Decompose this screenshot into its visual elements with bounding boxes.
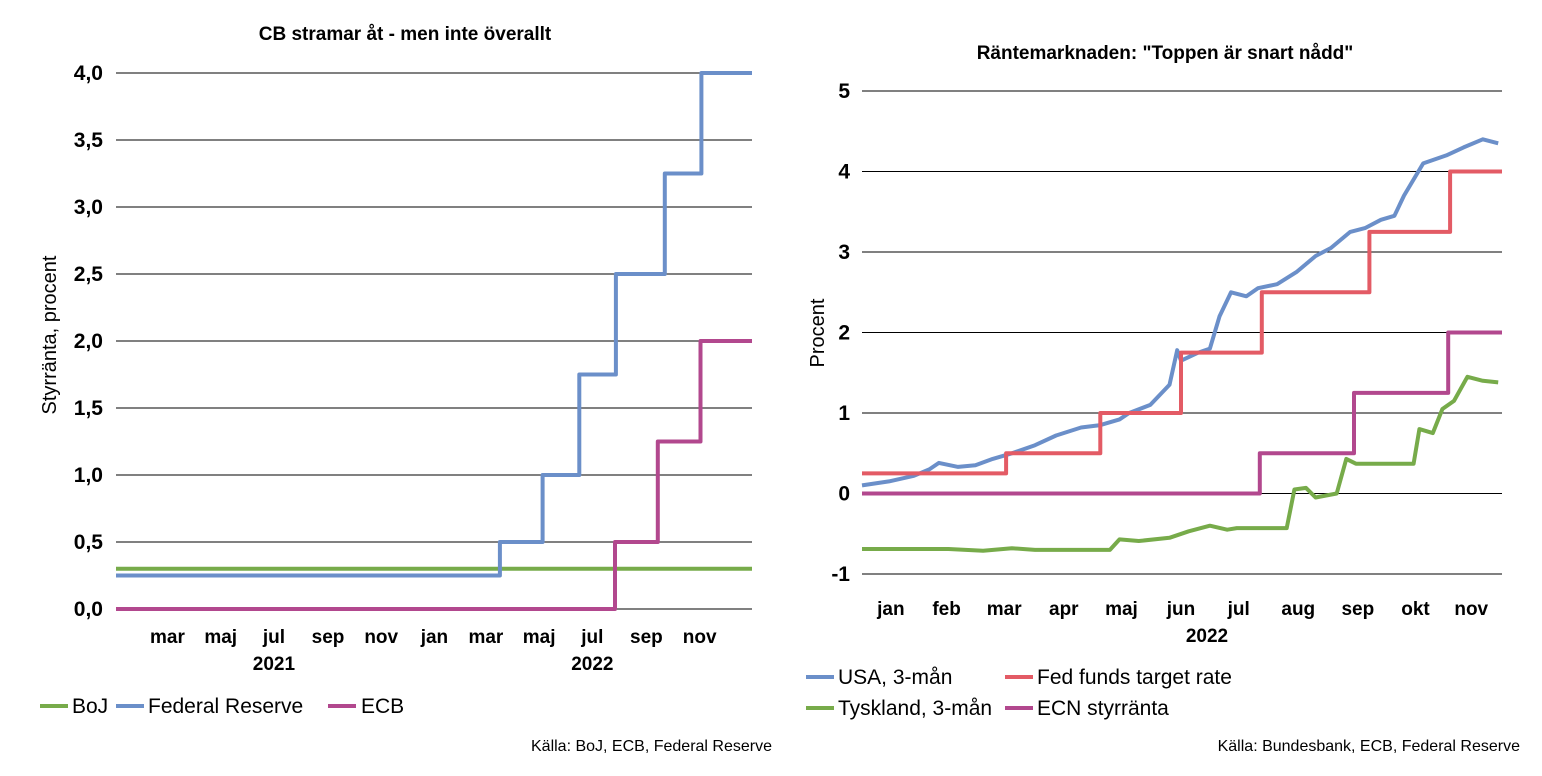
- right-x-tick-label: apr: [1049, 599, 1079, 620]
- right-y-tick-labels: -1 0 1 2 3 4 5: [831, 80, 850, 586]
- legend-label-fed-funds: Fed funds target rate: [1037, 666, 1232, 689]
- left-x-year-label: 2021: [253, 654, 296, 675]
- legend-label-usa-3-man: USA, 3-mån: [838, 666, 952, 689]
- right-x-tick-label: feb: [932, 599, 961, 620]
- legend-label-boj: BoJ: [72, 695, 108, 718]
- right-series-usa-3-m-n: [861, 137, 1499, 488]
- left-legend: BoJ Federal Reserve ECB: [40, 695, 404, 718]
- right-x-tick-label: jan: [876, 599, 904, 620]
- right-y-tick-label: 0: [838, 483, 850, 506]
- right-gridlines: [862, 90, 1502, 575]
- legend-label-ecn-styrranta: ECN styrränta: [1037, 697, 1169, 720]
- right-x-tick-label: mar: [987, 599, 1022, 620]
- left-series-ecb: [116, 339, 752, 611]
- right-x-tick-labels: jan feb mar apr maj jun jul aug sep okt nov: [876, 599, 1488, 620]
- right-chart-title: Räntemarknaden: "Toppen är snart nådd": [977, 43, 1354, 64]
- right-x-tick-label: sep: [1341, 599, 1374, 620]
- left-source-text: Källa: BoJ, ECB, Federal Reserve: [531, 738, 772, 755]
- left-x-tick-label: jul: [262, 627, 285, 648]
- left-y-tick-label: 3,0: [74, 196, 103, 219]
- right-x-tick-label: nov: [1454, 599, 1488, 620]
- left-x-tick-label: mar: [468, 627, 503, 648]
- right-chart: Räntemarknaden: "Toppen är snart nådd" P…: [807, 43, 1502, 647]
- left-x-tick-label: maj: [204, 627, 237, 648]
- right-y-tick-label: 3: [838, 241, 850, 264]
- left-y-tick-labels: 0,0 0,5 1,0 1,5 2,0 2,5 3,0 3,5 4,0: [74, 62, 104, 621]
- left-y-tick-label: 3,5: [74, 129, 104, 152]
- left-y-tick-label: 2,5: [74, 263, 104, 286]
- right-chart-ylabel: Procent: [807, 298, 829, 367]
- left-chart-title: CB stramar åt - men inte överallt: [259, 24, 552, 45]
- left-x-tick-label: sep: [312, 627, 345, 648]
- right-series-fed-funds-target-rate: [862, 169, 1502, 476]
- left-y-tick-label: 0,0: [74, 598, 103, 621]
- left-x-tick-label: maj: [523, 627, 556, 648]
- left-x-tick-label: nov: [364, 627, 398, 648]
- right-x-tick-label: jun: [1166, 599, 1196, 620]
- left-y-tick-label: 1,5: [74, 397, 104, 420]
- right-y-tick-label: 4: [838, 161, 850, 184]
- left-chart: CB stramar åt - men inte överallt Styrrä…: [39, 24, 752, 675]
- left-y-tick-label: 1,0: [74, 464, 103, 487]
- right-y-tick-label: 1: [838, 402, 850, 425]
- left-series-lines: [116, 71, 752, 611]
- left-y-tick-label: 4,0: [74, 62, 103, 85]
- right-y-tick-label: -1: [831, 563, 850, 586]
- right-x-axis-year-label: 2022: [1186, 626, 1228, 647]
- right-series-ecn-styrr-nta: [862, 330, 1502, 496]
- left-gridlines: [116, 72, 752, 610]
- right-series-lines: [861, 137, 1502, 553]
- left-x-tick-label: jan: [420, 627, 448, 648]
- right-x-tick-label: jul: [1227, 599, 1250, 620]
- left-y-tick-label: 2,0: [74, 330, 103, 353]
- right-series-tyskland-3-m-n: [862, 374, 1499, 553]
- legend-label-ecb: ECB: [361, 695, 404, 718]
- left-x-year-label: 2022: [571, 654, 613, 675]
- right-source-text: Källa: Bundesbank, ECB, Federal Reserve: [1218, 738, 1520, 755]
- right-legend: USA, 3-mån Fed funds target rate Tysklan…: [806, 666, 1232, 720]
- left-x-tick-label: nov: [683, 627, 717, 648]
- right-x-tick-label: maj: [1105, 599, 1138, 620]
- right-x-tick-label: okt: [1401, 599, 1430, 620]
- left-x-tick-label: sep: [630, 627, 663, 648]
- left-x-tick-label: jul: [580, 627, 603, 648]
- left-chart-ylabel: Styrränta, procent: [39, 255, 61, 414]
- legend-label-tyskland-3-man: Tyskland, 3-mån: [838, 697, 992, 720]
- left-series-federal-reserve: [116, 71, 752, 578]
- left-y-tick-label: 0,5: [74, 531, 104, 554]
- left-x-tick-label: mar: [150, 627, 185, 648]
- right-y-tick-label: 5: [838, 80, 850, 103]
- legend-label-federal-reserve: Federal Reserve: [148, 695, 303, 718]
- right-y-tick-label: 2: [838, 322, 850, 345]
- right-x-tick-label: aug: [1281, 599, 1315, 620]
